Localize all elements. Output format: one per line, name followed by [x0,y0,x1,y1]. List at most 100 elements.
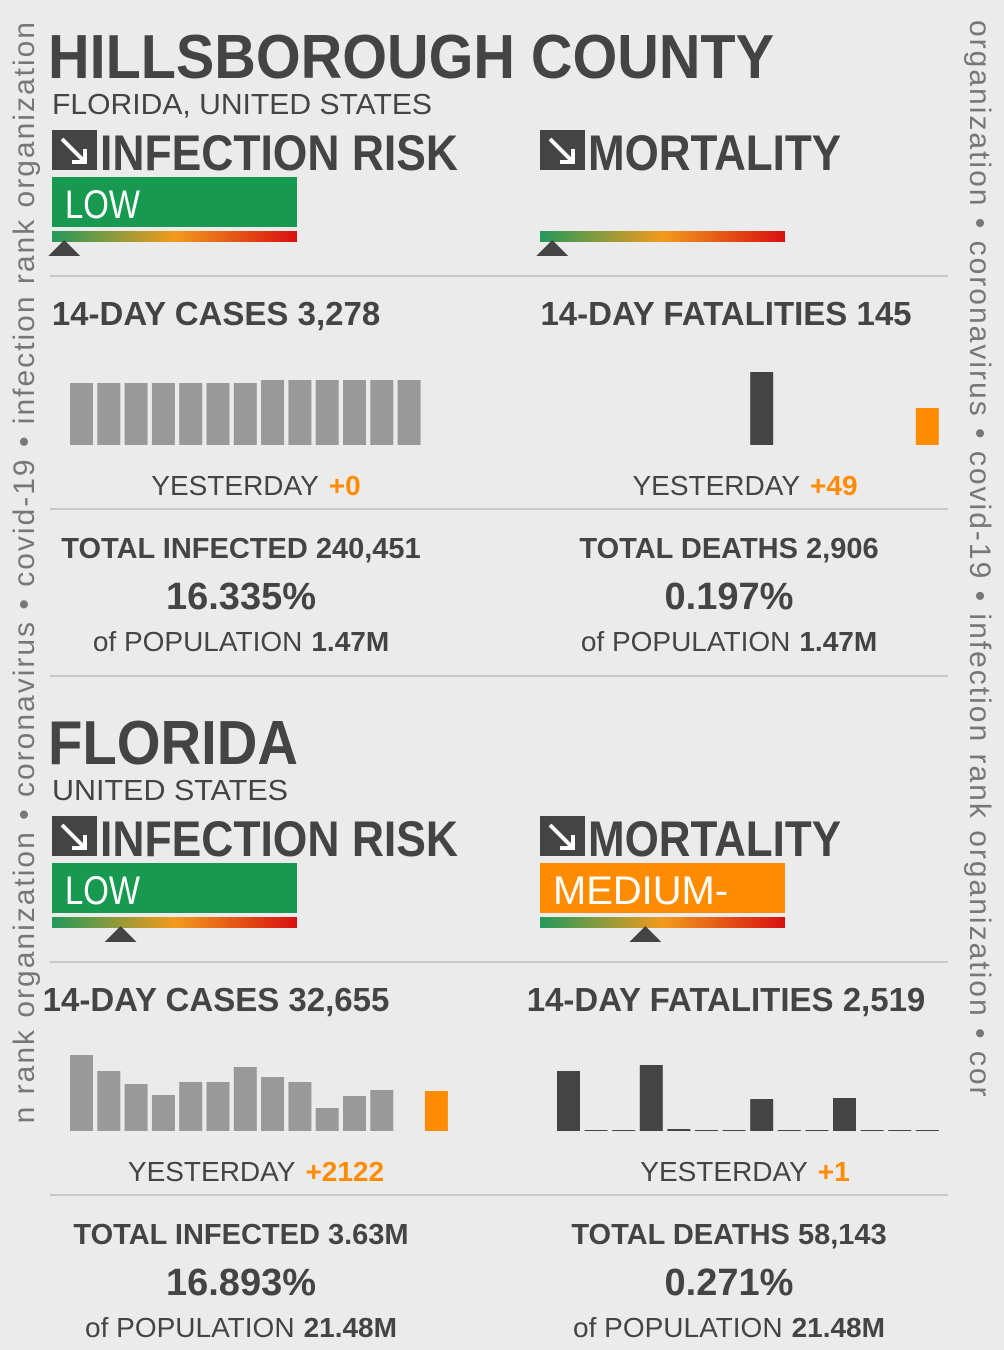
yesterday: YESTERDAY +2122 [128,1156,384,1187]
bar [639,1065,663,1131]
bar [343,380,366,445]
risk-heading: MORTALITY [588,811,841,867]
bar [695,1130,718,1131]
population: of POPULATION 21.48M [573,1312,885,1343]
percent: 16.335% [166,576,316,618]
stat-label: 14-DAY CASES 32,655 [43,981,390,1018]
section-title: FLORIDA [48,709,298,778]
risk-gradient [540,917,785,928]
risk-level: LOW [65,869,140,913]
bar [97,1071,121,1131]
bar [70,383,93,445]
bar [70,1055,93,1131]
yesterday-value: +0 [329,470,361,501]
bar [370,1090,394,1131]
population-value: 1.47M [311,626,389,657]
bar [206,383,230,445]
bar [151,1095,175,1131]
yesterday: YESTERDAY +1 [640,1156,849,1187]
bar [584,1130,608,1131]
population-value: 21.48M [792,1312,885,1343]
risk-heading: INFECTION RISK [100,811,458,867]
bar [179,1082,203,1131]
risk-level-box [52,863,297,913]
population: of POPULATION 21.48M [85,1312,397,1343]
yesterday: YESTERDAY +49 [632,470,857,501]
bar [777,1130,801,1131]
population-label: of POPULATION [93,626,303,657]
section-subtitle: UNITED STATES [52,775,288,807]
bar [124,1084,148,1131]
risk-gradient [52,231,297,242]
risk-gradient [540,231,785,242]
risk-marker [104,926,137,942]
stat-label: 14-DAY FATALITIES 2,519 [527,981,926,1018]
bar [179,383,203,445]
percent: 0.271% [665,1262,794,1304]
section-subtitle: FLORIDA, UNITED STATES [52,89,432,121]
stat-label: 14-DAY CASES 3,278 [52,295,380,332]
population-label: of POPULATION [85,1312,295,1343]
risk-marker [48,240,81,256]
stat-label: 14-DAY FATALITIES 145 [540,295,911,332]
total: TOTAL DEATHS 2,906 [579,533,878,565]
side-text: n rank organization • coronavirus • covi… [8,20,41,1123]
bar [124,383,148,445]
population: of POPULATION 1.47M [581,626,877,657]
yesterday-value: +49 [810,470,858,501]
population: of POPULATION 1.47M [93,626,389,657]
bar [915,408,939,445]
population-label: of POPULATION [573,1312,783,1343]
bar [288,380,312,445]
total: TOTAL INFECTED 240,451 [61,533,420,565]
bar [805,1130,829,1131]
yesterday-label: YESTERDAY [640,1156,808,1187]
bar [833,1098,856,1131]
total: TOTAL INFECTED 3.63M [73,1219,408,1251]
bar [612,1130,636,1131]
population-label: of POPULATION [581,626,791,657]
population-value: 21.48M [304,1312,397,1343]
percent: 16.893% [166,1262,316,1304]
bar [860,1130,884,1131]
bar [233,383,257,445]
bar [915,1130,939,1131]
risk-arrow [548,823,575,850]
bar [557,1071,580,1131]
yesterday-value: +2122 [305,1156,384,1187]
risk-marker [629,926,662,942]
bar [888,1130,912,1131]
yesterday: YESTERDAY +0 [151,470,360,501]
side-text: organization • coronavirus • covid-19 • … [963,20,996,1099]
bar [206,1082,230,1131]
yesterday-label: YESTERDAY [632,470,800,501]
yesterday-label: YESTERDAY [151,470,319,501]
bar [315,1108,339,1131]
bar [261,380,285,445]
bar [397,380,421,445]
risk-marker [536,240,569,256]
bar [233,1067,257,1131]
risk-gradient [52,917,297,928]
risk-level-box [52,177,297,227]
bar [370,380,394,445]
risk-level: LOW [65,183,140,227]
total: TOTAL DEATHS 58,143 [571,1219,886,1251]
yesterday-value: +1 [818,1156,850,1187]
bar [261,1077,285,1131]
bar [288,1082,312,1131]
bar [97,383,121,445]
risk-arrow [548,137,575,164]
risk-heading: INFECTION RISK [100,125,458,181]
bar [667,1129,691,1131]
percent: 0.197% [665,576,794,618]
risk-level-box [540,863,785,913]
section-title: HILLSBOROUGH COUNTY [48,23,774,92]
yesterday-label: YESTERDAY [128,1156,296,1187]
population-value: 1.47M [799,626,877,657]
bar [424,1091,448,1131]
risk-level: MEDIUM- [553,869,728,913]
bar [750,372,774,445]
